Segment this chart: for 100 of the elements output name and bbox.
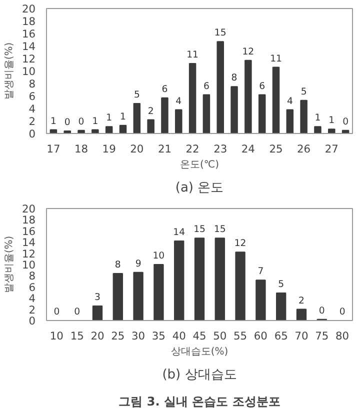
data-label: 5 [134, 90, 140, 100]
data-label: 15 [194, 224, 206, 236]
text: (a) 온도 [175, 180, 224, 196]
x-tick-label: 19 [102, 142, 116, 156]
data-label: 8 [114, 259, 121, 270]
data-label: 11 [270, 53, 282, 64]
data-label: 3 [94, 292, 101, 303]
x-tick-label: 27 [324, 142, 338, 156]
y-tick-label: 12 [22, 52, 36, 66]
data-label: 5 [278, 279, 284, 290]
data-label: 0 [318, 305, 325, 316]
y-tick-label: 18 [22, 15, 36, 28]
data-label: 6 [203, 80, 210, 92]
data-label: 4 [176, 96, 182, 107]
data-label: 2 [148, 106, 154, 117]
bar [314, 126, 322, 134]
x-tick-label: 20 [130, 142, 144, 156]
bar [328, 128, 336, 134]
x-tick-label: 60 [254, 330, 268, 342]
y-tick-label: 10 [22, 258, 36, 272]
bar [272, 66, 280, 134]
bar [154, 264, 164, 320]
bar [256, 280, 266, 320]
data-label: 15 [214, 224, 226, 236]
x-tick-label: 75 [315, 330, 329, 342]
y-axis-title: 발생비율(%) [4, 42, 15, 100]
data-label: 12 [242, 46, 254, 58]
data-label: 7 [258, 266, 264, 278]
data-label: 11 [186, 50, 199, 60]
x-tick-label: 15 [70, 330, 84, 342]
data-label: 8 [231, 72, 238, 84]
x-tick-label: 21 [158, 142, 172, 156]
bar [230, 86, 238, 134]
y-tick-label: 6 [28, 90, 36, 103]
data-label: 0 [339, 306, 346, 318]
y-tick-label: 16 [22, 28, 36, 40]
x-tick-label: 80 [336, 330, 350, 342]
bar [188, 63, 196, 134]
data-label: 0 [78, 116, 84, 128]
y-tick-label: 0 [28, 128, 36, 140]
x-tick-label: 25 [111, 330, 125, 342]
x-tick-label: 23 [214, 142, 228, 156]
x-tick-label: 55 [234, 330, 248, 342]
y-tick-label: 4 [28, 102, 36, 116]
y-tick-label: 12 [22, 247, 36, 260]
x-tick-label: 10 [50, 330, 64, 342]
data-label: 0 [342, 116, 349, 128]
bar [214, 238, 225, 320]
data-label: 1 [314, 112, 321, 124]
x-axis-title: 온도(℃) [180, 160, 220, 170]
bar [174, 240, 184, 320]
data-label: 1 [50, 116, 56, 127]
data-label: 2 [298, 295, 304, 306]
bar [119, 124, 127, 134]
caption: 그림 3. 실내 온습도 조성분포 [118, 394, 280, 408]
data-label: 4 [286, 96, 293, 107]
y-tick-label: 14 [22, 236, 36, 250]
x-tick-label: 50 [213, 330, 227, 342]
x-tick-label: 25 [269, 142, 283, 156]
x-tick-label: 17 [46, 142, 60, 156]
y-tick-label: 8 [28, 78, 36, 90]
y-tick-label: 2 [28, 303, 36, 316]
x-tick-label: 30 [132, 330, 146, 342]
y-tick-label: 4 [28, 292, 36, 306]
bar [161, 97, 168, 134]
bar [112, 272, 123, 320]
x-tick-label: 20 [90, 330, 104, 342]
x-tick-label: 22 [186, 142, 200, 156]
y-tick-label: 20 [22, 2, 36, 16]
y-tick-label: 0 [28, 314, 36, 328]
x-tick-label: 26 [297, 142, 311, 156]
data-label: 1 [328, 115, 335, 126]
data-label: 0 [74, 306, 80, 318]
x-axis-title: 상대습도(%) [170, 346, 228, 358]
data-label: 1 [106, 112, 112, 124]
bar [216, 41, 224, 134]
bar [202, 94, 210, 134]
x-tick-label: 18 [74, 142, 88, 156]
bar [296, 308, 307, 320]
y-tick-label: 18 [22, 214, 36, 227]
x-tick-label: 35 [152, 330, 166, 342]
bar [276, 292, 286, 320]
data-label: 9 [135, 258, 142, 270]
x-tick-label: 70 [294, 330, 308, 342]
y-tick-label: 20 [22, 202, 36, 216]
bar [105, 126, 113, 134]
bar [92, 305, 103, 320]
data-label: 6 [162, 84, 168, 95]
bar [175, 109, 182, 134]
x-tick-label: 45 [192, 330, 206, 342]
data-label: 0 [54, 306, 60, 318]
bar [235, 252, 246, 320]
y-tick-label: 14 [22, 40, 36, 53]
data-label: 5 [300, 86, 307, 98]
y-tick-label: 10 [22, 65, 36, 78]
bar [286, 109, 294, 134]
bar [300, 100, 308, 134]
bar [258, 94, 266, 134]
bar [147, 119, 154, 134]
y-tick-label: 2 [28, 115, 36, 128]
